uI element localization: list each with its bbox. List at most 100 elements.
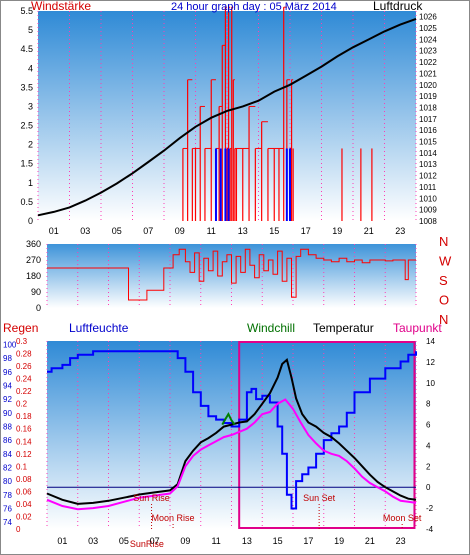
windstaerke-tick: 1.5 bbox=[20, 159, 33, 169]
compass-label: W bbox=[439, 254, 452, 269]
regen-tick: 0.2 bbox=[16, 400, 28, 409]
temperatur-tick: 10 bbox=[426, 379, 435, 388]
hour-tick: 09 bbox=[180, 536, 190, 546]
regen-tick: 0.16 bbox=[16, 425, 32, 434]
hour-tick: 19 bbox=[334, 536, 344, 546]
temperatur-tick: 8 bbox=[426, 400, 431, 409]
luftdruck-tick: 1008 bbox=[419, 217, 437, 226]
hour-tick: 01 bbox=[57, 536, 67, 546]
temperatur-tick: 2 bbox=[426, 462, 431, 471]
hour-tick: 11 bbox=[211, 536, 220, 546]
luftdruck-tick: 1022 bbox=[419, 58, 437, 67]
event-label: SunRise bbox=[130, 539, 164, 549]
hour-tick: 07 bbox=[150, 536, 160, 546]
regen-tick: 0.3 bbox=[16, 337, 28, 346]
luftdruck-tick: 1015 bbox=[419, 138, 437, 147]
luftfeuchte-tick: 100 bbox=[3, 340, 17, 349]
temperatur-tick: -4 bbox=[426, 525, 434, 534]
luftfeuchte-tick: 76 bbox=[3, 504, 12, 513]
temperatur-tick: 12 bbox=[426, 358, 435, 367]
regen-tick: 0.04 bbox=[16, 500, 32, 509]
luftdruck-tick: 1025 bbox=[419, 24, 437, 33]
temperatur-tick: 0 bbox=[426, 483, 431, 492]
daylight-box bbox=[238, 341, 416, 529]
windstaerke-tick: 0 bbox=[28, 216, 33, 226]
regen-tick: 0.22 bbox=[16, 387, 32, 396]
temperatur-tick: -2 bbox=[426, 504, 434, 513]
temperatur-label: Temperatur bbox=[313, 321, 374, 335]
luftfeuchte-tick: 98 bbox=[3, 354, 12, 363]
event-label: Moon Rise bbox=[152, 513, 195, 523]
luftdruck-tick: 1023 bbox=[419, 47, 437, 56]
hour-tick: 13 bbox=[238, 226, 248, 236]
hour-tick: 17 bbox=[303, 536, 313, 546]
event-label: Moon Set bbox=[383, 513, 422, 523]
luftfeuchte-tick: 86 bbox=[3, 436, 12, 445]
direction-tick: 360 bbox=[26, 239, 41, 249]
luftfeuchte-tick: 78 bbox=[3, 491, 12, 500]
luftfeuchte-tick: 96 bbox=[3, 368, 12, 377]
luftdruck-tick: 1011 bbox=[419, 183, 437, 192]
luftdruck-tick: 1010 bbox=[419, 194, 437, 203]
regen-tick: 0.06 bbox=[16, 487, 32, 496]
regen-tick: 0.28 bbox=[16, 350, 32, 359]
windstaerke-tick: 3.5 bbox=[20, 82, 33, 92]
luftfeuchte-tick: 90 bbox=[3, 409, 12, 418]
taupunkt-label: Taupunkt bbox=[393, 321, 442, 335]
hour-tick: 13 bbox=[242, 536, 252, 546]
hour-tick: 05 bbox=[112, 226, 122, 236]
luftfeuchte-tick: 80 bbox=[3, 477, 12, 486]
regen-label: Regen bbox=[3, 321, 38, 335]
direction-tick: 0 bbox=[36, 303, 41, 313]
compass-label: N bbox=[439, 312, 448, 327]
windstaerke-tick: 5.5 bbox=[20, 6, 33, 16]
compass-label: N bbox=[439, 234, 448, 249]
regen-tick: 0.08 bbox=[16, 475, 32, 484]
windstaerke-tick: 0.5 bbox=[20, 197, 33, 207]
luftdruck-tick: 1017 bbox=[419, 115, 437, 124]
luftdruck-tick: 1018 bbox=[419, 103, 437, 112]
hour-tick: 17 bbox=[301, 226, 311, 236]
luftdruck-tick: 1013 bbox=[419, 160, 437, 169]
luftfeuchte-tick: 82 bbox=[3, 463, 12, 472]
temperatur-tick: 4 bbox=[426, 441, 431, 450]
event-label: Sun Set bbox=[303, 493, 336, 503]
temperatur-tick: 14 bbox=[426, 337, 435, 346]
hour-tick: 23 bbox=[395, 226, 405, 236]
hour-tick: 21 bbox=[365, 536, 375, 546]
windstaerke-tick: 2 bbox=[28, 140, 33, 150]
regen-tick: 0.24 bbox=[16, 375, 32, 384]
regen-tick: 0.1 bbox=[16, 462, 28, 471]
windstaerke-tick: 4.5 bbox=[20, 44, 33, 54]
direction-tick: 270 bbox=[26, 255, 41, 265]
windstaerke-tick: 2.5 bbox=[20, 121, 33, 131]
luftdruck-tick: 1016 bbox=[419, 126, 437, 135]
windstaerke-tick: 5 bbox=[28, 25, 33, 35]
luftdruck-tick: 1009 bbox=[419, 206, 437, 215]
hour-tick: 21 bbox=[364, 226, 374, 236]
temperatur-line bbox=[46, 357, 417, 505]
wind-direction-line bbox=[47, 248, 416, 301]
luftfeuchte-tick: 84 bbox=[3, 450, 12, 459]
taupunkt-line bbox=[46, 398, 417, 511]
windchill-label: Windchill bbox=[247, 321, 295, 335]
direction-tick: 180 bbox=[26, 271, 41, 281]
chart-title: 24 hour graph day : 05 März 2014 bbox=[171, 1, 337, 13]
event-label: Sun Rise bbox=[133, 493, 170, 503]
hour-tick: 11 bbox=[207, 226, 216, 236]
luftdruck-tick: 1020 bbox=[419, 81, 437, 90]
luftdruck-tick: 1019 bbox=[419, 92, 437, 101]
luftdruck-tick: 1026 bbox=[419, 13, 437, 22]
hour-tick: 07 bbox=[143, 226, 153, 236]
hour-tick: 15 bbox=[273, 536, 283, 546]
regen-tick: 0.18 bbox=[16, 412, 32, 421]
luftdruck-tick: 1012 bbox=[419, 172, 437, 181]
regen-tick: 0.26 bbox=[16, 362, 32, 371]
luftdruck-tick: 1021 bbox=[419, 69, 437, 78]
luftfeuchte-tick: 74 bbox=[3, 518, 12, 527]
regen-tick: 0 bbox=[16, 525, 21, 534]
temperatur-tick: 6 bbox=[426, 421, 431, 430]
luftfeuchte-tick: 88 bbox=[3, 422, 12, 431]
